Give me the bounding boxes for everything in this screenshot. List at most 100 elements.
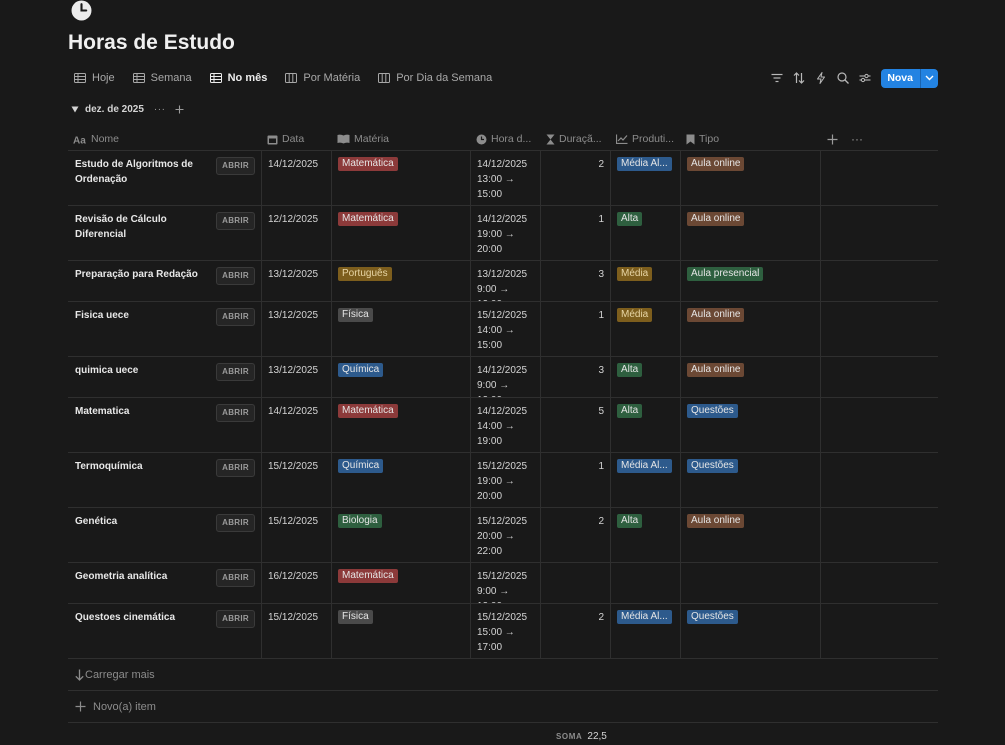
- column-header-duracao[interactable]: Duraçã...: [541, 128, 611, 150]
- cell-nome[interactable]: Termoquímica ABRIR: [68, 453, 262, 507]
- column-header-tipo[interactable]: Tipo: [681, 128, 821, 150]
- cell-materia[interactable]: Matemática: [332, 563, 471, 603]
- cell-tipo[interactable]: Aula online: [681, 302, 821, 356]
- cell-data[interactable]: 14/12/2025: [262, 398, 332, 452]
- cell-nome[interactable]: Questoes cinemática ABRIR: [68, 604, 262, 658]
- column-header-hora[interactable]: Hora d...: [471, 128, 541, 150]
- cell-hora[interactable]: 14/12/2025 14:00 → 19:00: [471, 398, 541, 452]
- cell-produtividade[interactable]: Média Al...: [611, 604, 681, 658]
- table-row[interactable]: Preparação para Redação ABRIR 13/12/2025 Po…: [68, 261, 938, 302]
- cell-duracao[interactable]: 2: [541, 508, 611, 562]
- cell-nome[interactable]: Estudo de Algoritmos de Ordenação ABRIR: [68, 151, 262, 205]
- open-button[interactable]: ABRIR: [216, 514, 255, 532]
- cell-nome[interactable]: quimica uece ABRIR: [68, 357, 262, 397]
- cell-produtividade[interactable]: Alta: [611, 357, 681, 397]
- table-row[interactable]: Fisica uece ABRIR 13/12/2025 Física 15/12/20…: [68, 302, 938, 357]
- new-item-button[interactable]: Novo(a) item: [68, 691, 938, 723]
- cell-duracao[interactable]: 2: [541, 604, 611, 658]
- tab-por-materia[interactable]: Por Matéria: [285, 72, 360, 84]
- settings-sliders-icon[interactable]: [854, 68, 876, 88]
- open-button[interactable]: ABRIR: [216, 404, 255, 422]
- cell-nome[interactable]: Geometria analítica ABRIR: [68, 563, 262, 603]
- cell-nome[interactable]: Fisica uece ABRIR: [68, 302, 262, 356]
- more-icon[interactable]: ···: [851, 132, 863, 146]
- cell-data[interactable]: 12/12/2025: [262, 206, 332, 260]
- cell-materia[interactable]: Química: [332, 357, 471, 397]
- open-button[interactable]: ABRIR: [216, 459, 255, 477]
- cell-materia[interactable]: Português: [332, 261, 471, 301]
- filter-icon[interactable]: [766, 68, 788, 88]
- cell-hora[interactable]: 15/12/2025 20:00 → 22:00: [471, 508, 541, 562]
- cell-hora[interactable]: 14/12/2025 9:00 → 12:00: [471, 357, 541, 397]
- open-button[interactable]: ABRIR: [216, 212, 255, 230]
- column-header-produtividade[interactable]: Produti...: [611, 128, 681, 150]
- add-property-icon[interactable]: [827, 134, 838, 145]
- cell-duracao[interactable]: 1: [541, 302, 611, 356]
- open-button[interactable]: ABRIR: [216, 157, 255, 175]
- cell-tipo[interactable]: Aula online: [681, 357, 821, 397]
- table-row[interactable]: Genética ABRIR 15/12/2025 Biologia 15/12/202…: [68, 508, 938, 563]
- tab-hoje[interactable]: Hoje: [74, 72, 115, 84]
- load-more-button[interactable]: Carregar mais: [68, 660, 938, 691]
- cell-produtividade[interactable]: Média Al...: [611, 453, 681, 507]
- cell-data[interactable]: 13/12/2025: [262, 261, 332, 301]
- cell-nome[interactable]: Revisão de Cálculo Diferencial ABRIR: [68, 206, 262, 260]
- cell-hora[interactable]: 15/12/2025 19:00 → 20:00: [471, 453, 541, 507]
- table-row[interactable]: Geometria analítica ABRIR 16/12/2025 Matemá…: [68, 563, 938, 604]
- cell-hora[interactable]: 14/12/2025 19:00 → 20:00: [471, 206, 541, 260]
- cell-data[interactable]: 16/12/2025: [262, 563, 332, 603]
- cell-hora[interactable]: 13/12/2025 9:00 → 12:00: [471, 261, 541, 301]
- open-button[interactable]: ABRIR: [216, 569, 255, 587]
- cell-tipo[interactable]: Questões: [681, 453, 821, 507]
- table-row[interactable]: Questoes cinemática ABRIR 15/12/2025 Física…: [68, 604, 938, 659]
- column-header-nome[interactable]: Aa Nome: [68, 128, 262, 150]
- cell-tipo[interactable]: Aula online: [681, 206, 821, 260]
- cell-tipo[interactable]: Aula online: [681, 508, 821, 562]
- open-button[interactable]: ABRIR: [216, 267, 255, 285]
- cell-duracao[interactable]: 5: [541, 398, 611, 452]
- column-header-materia[interactable]: Matéria: [332, 128, 471, 150]
- cell-tipo[interactable]: Questões: [681, 604, 821, 658]
- cell-data[interactable]: 14/12/2025: [262, 151, 332, 205]
- open-button[interactable]: ABRIR: [216, 610, 255, 628]
- cell-materia[interactable]: Física: [332, 302, 471, 356]
- caret-down-icon[interactable]: [71, 106, 79, 113]
- cell-nome[interactable]: Genética ABRIR: [68, 508, 262, 562]
- lightning-icon[interactable]: [810, 68, 832, 88]
- column-header-data[interactable]: Data: [262, 128, 332, 150]
- tab-no-mes[interactable]: No mês: [209, 72, 267, 84]
- cell-duracao[interactable]: [541, 563, 611, 603]
- cell-produtividade[interactable]: Alta: [611, 508, 681, 562]
- cell-produtividade[interactable]: Alta: [611, 206, 681, 260]
- sum-aggregation[interactable]: SOMA 22,5: [556, 731, 607, 742]
- cell-materia[interactable]: Matemática: [332, 151, 471, 205]
- clock-icon[interactable]: [71, 0, 92, 21]
- cell-nome[interactable]: Matematica ABRIR: [68, 398, 262, 452]
- cell-duracao[interactable]: 1: [541, 206, 611, 260]
- cell-materia[interactable]: Matemática: [332, 206, 471, 260]
- cell-duracao[interactable]: 3: [541, 261, 611, 301]
- cell-produtividade[interactable]: Alta: [611, 398, 681, 452]
- plus-icon[interactable]: [175, 105, 184, 114]
- cell-materia[interactable]: Física: [332, 604, 471, 658]
- cell-materia[interactable]: Matemática: [332, 398, 471, 452]
- cell-produtividade[interactable]: Média Al...: [611, 151, 681, 205]
- cell-data[interactable]: 15/12/2025: [262, 453, 332, 507]
- cell-hora[interactable]: 14/12/2025 13:00 → 15:00: [471, 151, 541, 205]
- cell-materia[interactable]: Química: [332, 453, 471, 507]
- table-row[interactable]: Revisão de Cálculo Diferencial ABRIR 12/12…: [68, 206, 938, 261]
- cell-materia[interactable]: Biologia: [332, 508, 471, 562]
- cell-data[interactable]: 13/12/2025: [262, 357, 332, 397]
- cell-produtividade[interactable]: Média: [611, 302, 681, 356]
- search-icon[interactable]: [832, 68, 854, 88]
- cell-hora[interactable]: 15/12/2025 9:00 → 12:00: [471, 563, 541, 603]
- table-row[interactable]: Matematica ABRIR 14/12/2025 Matemática 14/12…: [68, 398, 938, 453]
- cell-tipo[interactable]: Aula presencial: [681, 261, 821, 301]
- chevron-down-icon[interactable]: [921, 69, 938, 88]
- more-icon[interactable]: ···: [153, 104, 166, 115]
- cell-duracao[interactable]: 2: [541, 151, 611, 205]
- cell-tipo[interactable]: Questões: [681, 398, 821, 452]
- cell-data[interactable]: 15/12/2025: [262, 508, 332, 562]
- cell-tipo[interactable]: Aula online: [681, 151, 821, 205]
- tab-por-dia-da-semana[interactable]: Por Dia da Semana: [378, 72, 492, 84]
